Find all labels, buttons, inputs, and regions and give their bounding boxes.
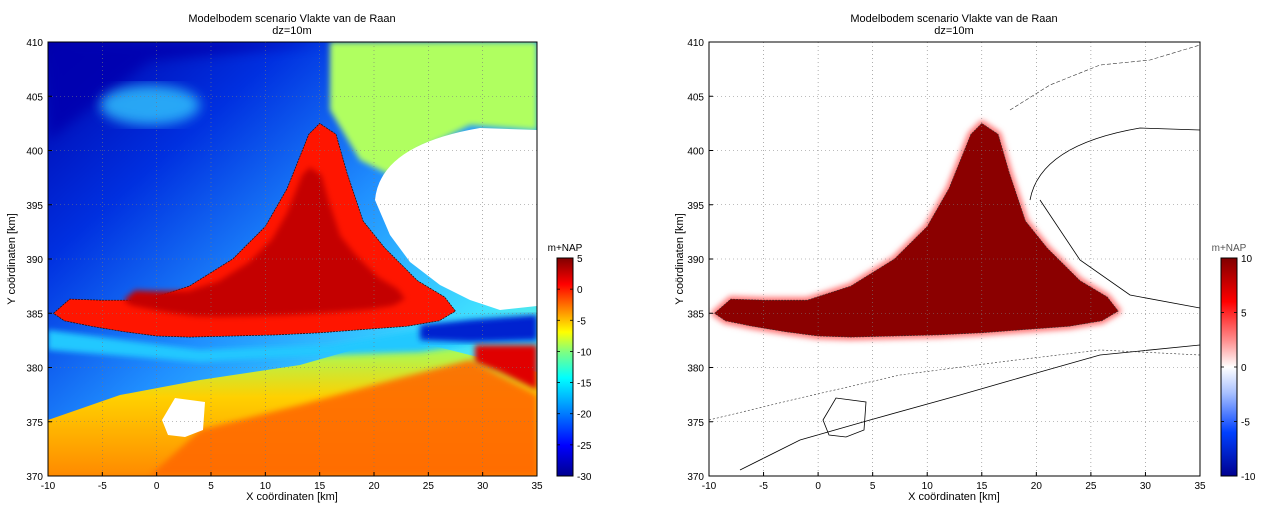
x-tick-label: 5 <box>208 481 214 492</box>
shoal-area <box>52 122 457 338</box>
y-tick-label: 385 <box>26 309 43 320</box>
north-coast-line <box>1029 127 1200 201</box>
axis-ticks: -10 -5 0 5 10 15 20 25 30 35 370 375 380 385 390 395 400… <box>687 38 1206 492</box>
y-tick-label: 400 <box>687 147 704 158</box>
y-axis-label: Y coördinaten [km] <box>674 213 686 305</box>
harbour-mask <box>162 398 205 437</box>
bathymetry-panel: Modelbodem scenario Vlakte van de Raan d… <box>6 13 592 503</box>
deep-channel <box>420 315 537 342</box>
shoal-core <box>123 167 405 317</box>
x-tick-label: 5 <box>870 481 876 492</box>
deep-trough <box>48 42 330 140</box>
chart-subtitle: dz=10m <box>272 25 311 37</box>
y-tick-label: 375 <box>26 418 43 429</box>
y-tick-label: 395 <box>687 201 704 212</box>
x-tick-label: 25 <box>1085 481 1097 492</box>
coastal-shallows <box>150 360 537 476</box>
chart-title: Modelbodem scenario Vlakte van de Raan <box>188 13 395 25</box>
x-tick-label: 20 <box>1031 481 1043 492</box>
x-tick-label: 10 <box>260 481 272 492</box>
colorbar-tick-label: -5 <box>577 316 586 327</box>
y-tick-label: 410 <box>687 38 704 49</box>
y-tick-label: 390 <box>26 255 43 266</box>
colorbar-tick-label: 5 <box>577 254 583 265</box>
grid <box>709 42 1200 476</box>
plot-area <box>709 42 1200 476</box>
colorbar-tick-label: -30 <box>577 472 592 483</box>
colorbar-label: m+NAP <box>548 243 583 254</box>
colorbar-tick-label: -10 <box>1241 472 1256 483</box>
x-tick-label: 20 <box>368 481 380 492</box>
colorbar-ticks: 5 0 -5 -10 -15 -20 -25 -30 <box>557 254 592 483</box>
x-tick-label: 0 <box>815 481 821 492</box>
y-tick-label: 380 <box>26 364 43 375</box>
colorbar-label: m+NAP <box>1212 243 1247 254</box>
eastern-bank <box>475 345 537 390</box>
grid <box>48 42 537 476</box>
colorbar <box>556 257 574 477</box>
main-channel <box>48 318 537 362</box>
axis-ticks: -10 -5 0 5 10 15 20 25 30 35 370 375 380 385 390 395 400… <box>26 38 543 492</box>
north-shelf-line <box>1009 44 1200 111</box>
x-tick-label: 15 <box>976 481 988 492</box>
y-tick-label: 410 <box>26 38 43 49</box>
y-tick-label: 405 <box>26 92 43 103</box>
y-tick-label: 405 <box>687 92 704 103</box>
colorbar-tick-label: -25 <box>577 441 592 452</box>
x-tick-label: -10 <box>41 481 56 492</box>
y-tick-label: 400 <box>26 147 43 158</box>
x-tick-label: -10 <box>702 481 717 492</box>
colorbar-ticks: 10 5 0 -5 -10 <box>1221 254 1256 483</box>
colorbar-tick-label: -20 <box>577 410 592 421</box>
colorbar-tick-label: 10 <box>1241 254 1253 265</box>
colorbar-tick-label: -5 <box>1241 418 1250 429</box>
x-tick-label: 35 <box>531 481 543 492</box>
colorbar-tick-label: 0 <box>1241 363 1247 374</box>
colorbar-tick-label: -15 <box>577 379 592 390</box>
y-tick-label: 390 <box>687 255 704 266</box>
difference-panel: Modelbodem scenario Vlakte van de Raan d… <box>674 13 1256 503</box>
plot-area <box>48 42 537 476</box>
harbour-outline <box>822 397 867 438</box>
south-coast-line <box>739 344 1200 471</box>
northern-flats <box>330 42 537 175</box>
colorbar-tick-label: -10 <box>577 347 592 358</box>
chart-subtitle: dz=10m <box>934 25 973 37</box>
east-shore-line <box>1039 199 1200 309</box>
y-tick-label: 370 <box>26 472 43 483</box>
x-tick-label: -5 <box>759 481 768 492</box>
difference-polygon <box>714 123 1119 338</box>
x-tick-label: 35 <box>1194 481 1206 492</box>
y-axis-label: Y coördinaten [km] <box>6 213 18 305</box>
x-tick-label: 30 <box>1140 481 1152 492</box>
y-tick-label: 385 <box>687 309 704 320</box>
x-axis-label: X coördinaten [km] <box>908 491 1000 503</box>
x-axis-label: X coördinaten [km] <box>246 491 338 503</box>
colorbar-tick-label: 0 <box>577 285 583 296</box>
x-tick-label: 25 <box>423 481 435 492</box>
y-tick-label: 375 <box>687 418 704 429</box>
x-tick-label: 10 <box>922 481 934 492</box>
colorbar-tick-label: 5 <box>1241 309 1247 320</box>
x-tick-label: -5 <box>98 481 107 492</box>
difference-area <box>711 120 1122 341</box>
shallow-patch <box>100 85 200 125</box>
y-tick-label: 380 <box>687 364 704 375</box>
chart-title: Modelbodem scenario Vlakte van de Raan <box>850 13 1057 25</box>
y-tick-label: 370 <box>687 472 704 483</box>
x-tick-label: 0 <box>154 481 160 492</box>
land-mask <box>375 128 537 310</box>
x-tick-label: 15 <box>314 481 326 492</box>
y-tick-label: 395 <box>26 201 43 212</box>
x-tick-label: 30 <box>477 481 489 492</box>
